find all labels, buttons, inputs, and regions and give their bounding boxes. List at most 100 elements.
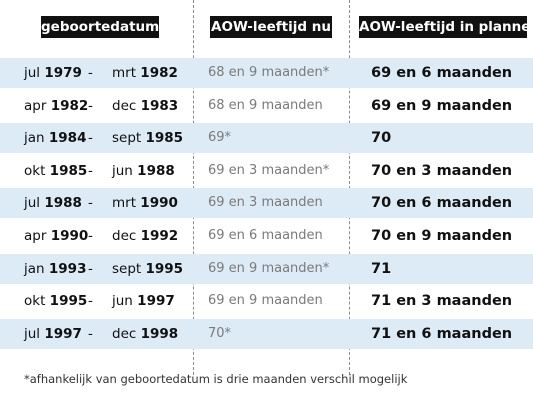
range-separator: - xyxy=(88,293,93,309)
current-age-value: 69 en 6 maanden xyxy=(208,228,323,243)
range-separator: - xyxy=(88,163,93,179)
table-row: jul 1988- mrt 1990 69 en 3 maanden 70 en 6 … xyxy=(0,188,533,218)
column-divider-left xyxy=(193,0,194,375)
birthdate-from-month: okt xyxy=(24,293,46,309)
table-row: apr 1982- dec 1983 68 en 9 maanden 69 en 9 … xyxy=(0,91,533,121)
planned-age-cell: 70 en 9 maanden xyxy=(371,221,512,251)
planned-age-cell: 70 en 3 maanden xyxy=(371,156,512,186)
birthdate-range-separator: - xyxy=(88,254,93,284)
current-age-cell: 69 en 6 maanden xyxy=(208,221,323,251)
current-age-cell: 69 en 9 maanden xyxy=(208,286,323,316)
birthdate-to: dec 1998 xyxy=(112,319,178,349)
planned-age-value: 70 en 3 maanden xyxy=(371,163,513,179)
birthdate-range-separator: - xyxy=(88,123,93,153)
current-age-cell: 69 en 9 maanden* xyxy=(208,254,329,284)
range-separator: - xyxy=(88,130,93,146)
birthdate-from: jan 1984 xyxy=(24,123,86,153)
current-age-value: 69 en 9 maanden* xyxy=(208,261,330,276)
current-age-cell: 68 en 9 maanden* xyxy=(208,58,329,88)
birthdate-to: dec 1983 xyxy=(112,91,178,121)
birthdate-from-month: jan xyxy=(24,130,45,146)
current-age-value: 68 en 9 maanden xyxy=(208,98,323,113)
planned-age-value: 70 xyxy=(371,130,392,146)
current-age-cell: 68 en 9 maanden xyxy=(208,91,323,121)
birthdate-to-month: dec xyxy=(112,98,137,114)
current-age-cell: 69 en 3 maanden* xyxy=(208,156,329,186)
birthdate-from-year: 1982 xyxy=(50,98,89,114)
birthdate-range-separator: - xyxy=(88,221,93,251)
birthdate-from-month: apr xyxy=(24,98,47,114)
header-birthdate: geboortedatum xyxy=(41,16,159,38)
birthdate-to: sept 1985 xyxy=(112,123,183,153)
table-row: jul 1997- dec 1998 70* 71 en 6 maanden xyxy=(0,319,533,349)
planned-age-value: 69 en 6 maanden xyxy=(371,65,513,81)
planned-age-cell: 71 xyxy=(371,254,391,284)
birthdate-to-year: 1988 xyxy=(137,163,175,179)
birthdate-to-year: 1997 xyxy=(137,293,175,309)
table-row: jul 1979- mrt 1982 68 en 9 maanden* 69 en 6… xyxy=(0,58,533,88)
current-age-value: 69 en 9 maanden xyxy=(208,293,323,308)
birthdate-range-separator: - xyxy=(88,91,93,121)
birthdate-from-year: 1990 xyxy=(50,228,89,244)
range-separator: - xyxy=(88,261,93,277)
planned-age-value: 70 en 6 maanden xyxy=(371,195,513,211)
birthdate-to-month: mrt xyxy=(112,195,136,211)
birthdate-range-separator: - xyxy=(88,286,93,316)
birthdate-to-month: sept xyxy=(112,130,142,146)
planned-age-value: 71 en 6 maanden xyxy=(371,326,513,342)
birthdate-from-month: okt xyxy=(24,163,46,179)
planned-age-cell: 71 en 3 maanden xyxy=(371,286,512,316)
birthdate-from-year: 1979 xyxy=(44,65,82,81)
planned-age-cell: 71 en 6 maanden xyxy=(371,319,512,349)
current-age-value: 70* xyxy=(208,326,232,341)
birthdate-to-month: dec xyxy=(112,326,137,342)
birthdate-from-year: 1985 xyxy=(49,163,88,179)
range-separator: - xyxy=(88,195,93,211)
current-age-value: 68 en 9 maanden* xyxy=(208,65,330,80)
birthdate-to-year: 1983 xyxy=(140,98,179,114)
birthdate-to-year: 1998 xyxy=(140,326,179,342)
birthdate-from: okt 1995 xyxy=(24,286,87,316)
current-age-value: 69 en 3 maanden xyxy=(208,195,323,210)
planned-age-value: 71 xyxy=(371,261,392,277)
planned-age-cell: 70 en 6 maanden xyxy=(371,188,512,218)
birthdate-from-year: 1993 xyxy=(48,261,87,277)
current-age-value: 69* xyxy=(208,130,232,145)
birthdate-from-month: jul xyxy=(24,65,41,81)
birthdate-to-year: 1995 xyxy=(145,261,184,277)
range-separator: - xyxy=(88,228,93,244)
current-age-value: 69 en 3 maanden* xyxy=(208,163,330,178)
birthdate-from-month: jul xyxy=(24,195,41,211)
birthdate-range-separator: - xyxy=(88,156,93,186)
birthdate-to-month: sept xyxy=(112,261,142,277)
birthdate-to: mrt 1990 xyxy=(112,188,178,218)
planned-age-value: 71 en 3 maanden xyxy=(371,293,513,309)
birthdate-to-month: mrt xyxy=(112,65,136,81)
birthdate-from-year: 1984 xyxy=(48,130,87,146)
birthdate-to-month: jun xyxy=(112,163,133,179)
birthdate-to-year: 1990 xyxy=(140,195,178,211)
planned-age-cell: 70 xyxy=(371,123,391,153)
range-separator: - xyxy=(88,65,93,81)
planned-age-value: 70 en 9 maanden xyxy=(371,228,513,244)
birthdate-to-year: 1992 xyxy=(140,228,179,244)
birthdate-from-month: jan xyxy=(24,261,45,277)
planned-age-cell: 69 en 9 maanden xyxy=(371,91,512,121)
birthdate-to-year: 1985 xyxy=(145,130,184,146)
birthdate-from: apr 1982 xyxy=(24,91,88,121)
birthdate-range-separator: - xyxy=(88,58,93,88)
current-age-cell: 69* xyxy=(208,123,231,153)
birthdate-from: jan 1993 xyxy=(24,254,86,284)
birthdate-from: jul 1997 xyxy=(24,319,82,349)
table-row: jan 1993- sept 1995 69 en 9 maanden* 71 xyxy=(0,254,533,284)
birthdate-to: sept 1995 xyxy=(112,254,183,284)
birthdate-from-year: 1995 xyxy=(49,293,88,309)
column-divider-right xyxy=(349,0,350,375)
footnote: *afhankelijk van geboortedatum is drie m… xyxy=(24,372,408,386)
birthdate-to: dec 1992 xyxy=(112,221,178,251)
birthdate-from: jul 1979 xyxy=(24,58,82,88)
current-age-cell: 70* xyxy=(208,319,231,349)
table-row: jan 1984- sept 1985 69* 70 xyxy=(0,123,533,153)
planned-age-value: 69 en 9 maanden xyxy=(371,98,513,114)
header-planned-age: AOW-leeftijd in plannen xyxy=(359,16,533,38)
